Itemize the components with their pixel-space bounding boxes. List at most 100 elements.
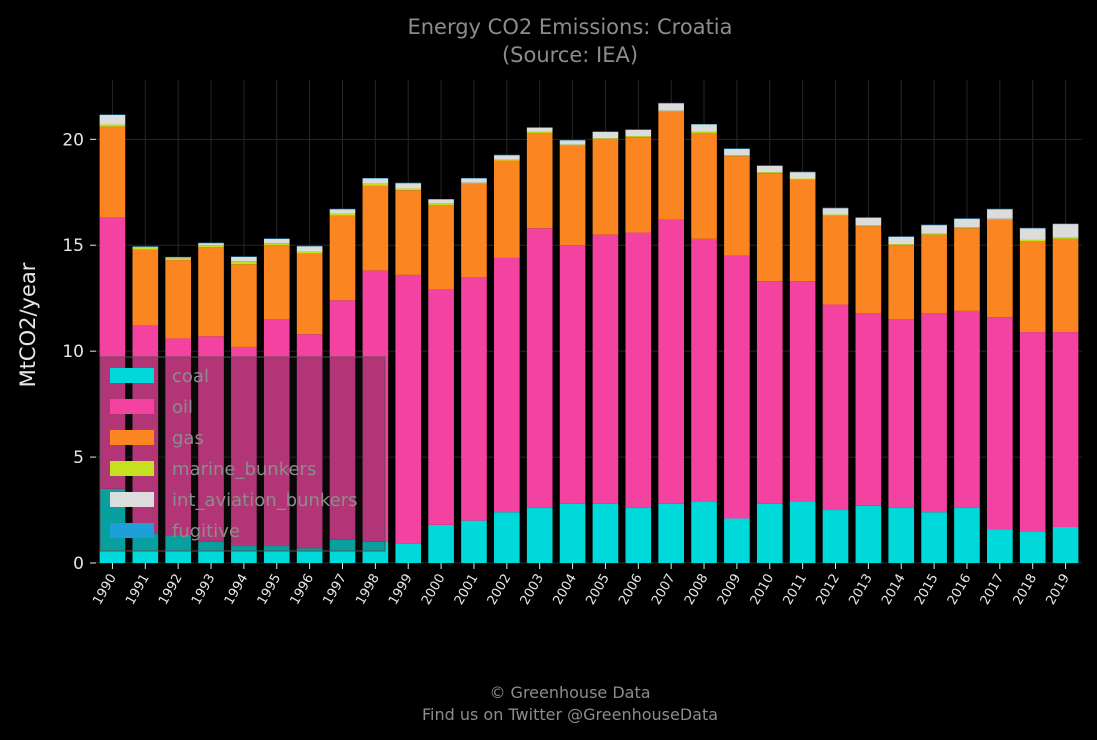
chart-subtitle: (Source: IEA) <box>502 43 638 67</box>
bar-marine_bunkers <box>231 261 257 265</box>
bar-gas <box>329 215 356 301</box>
bar-int_aviation_bunkers <box>1019 228 1046 240</box>
bar-oil <box>822 304 849 511</box>
legend-swatch-gas <box>110 430 154 445</box>
legend-swatch-marine_bunkers <box>110 461 154 476</box>
bar-oil <box>625 232 652 508</box>
bar-gas <box>855 226 882 314</box>
x-tick-label: 1993 <box>189 572 219 608</box>
bar-oil <box>362 270 389 542</box>
x-tick-label: 2000 <box>419 572 449 608</box>
bar-gas <box>625 137 652 233</box>
legend-swatch-oil <box>110 399 154 414</box>
legend-swatch-coal <box>110 368 154 383</box>
bar-gas <box>1019 241 1046 333</box>
bar-int_aviation_bunkers <box>99 114 126 125</box>
bar-oil <box>526 228 553 508</box>
bar-int_aviation_bunkers <box>165 257 191 259</box>
bar-coal <box>494 512 520 563</box>
legend-label-int_aviation_bunkers: int_aviation_bunkers <box>172 490 358 511</box>
bar-marine_bunkers <box>526 131 553 133</box>
bar-marine_bunkers <box>954 227 980 229</box>
bar-marine_bunkers <box>395 188 422 191</box>
bar-coal <box>592 503 619 563</box>
x-tick-label: 1996 <box>288 572 318 608</box>
bar-oil <box>395 274 422 544</box>
bar-gas <box>494 160 520 258</box>
bar-gas <box>428 204 454 290</box>
x-tick-label: 2004 <box>550 572 580 608</box>
bar-coal <box>822 510 849 563</box>
bar-marine_bunkers <box>822 214 849 216</box>
legend-label-fugitive: fugitive <box>172 521 240 542</box>
bar-int_aviation_bunkers <box>263 238 290 244</box>
bar-int_aviation_bunkers <box>231 256 257 262</box>
bar-oil <box>165 338 191 536</box>
bar-oil <box>1052 332 1079 527</box>
bar-gas <box>822 215 849 305</box>
bar-oil <box>954 310 980 508</box>
legend-swatch-int_aviation_bunkers <box>110 492 154 507</box>
legend-box <box>99 356 386 552</box>
legend-label-coal: coal <box>172 366 209 387</box>
bar-oil <box>296 334 323 549</box>
x-tick-label: 2008 <box>682 572 712 608</box>
legend-label-oil: oil <box>172 397 193 418</box>
bar-oil <box>198 336 224 542</box>
bar-gas <box>296 253 323 335</box>
legend-label-marine_bunkers: marine_bunkers <box>172 459 316 480</box>
x-tick-label: 1992 <box>156 572 186 608</box>
bar-marine_bunkers <box>1052 237 1079 239</box>
bar-coal <box>888 507 915 563</box>
bar-coal <box>296 548 323 563</box>
bar-gas <box>362 185 389 271</box>
bar-gas <box>658 111 684 220</box>
bar-oil <box>461 277 487 521</box>
bar-int_aviation_bunkers <box>789 172 816 179</box>
bar-oil <box>987 317 1013 530</box>
bar-marine_bunkers <box>296 251 323 254</box>
bar-coal <box>691 501 717 563</box>
legend-label-gas: gas <box>172 428 204 449</box>
bar-marine_bunkers <box>658 110 684 112</box>
x-tick-label: 1999 <box>386 572 416 608</box>
x-tick-label: 2011 <box>781 572 811 608</box>
x-tick-label: 1994 <box>222 572 252 608</box>
bar-coal <box>165 535 191 563</box>
bar-marine_bunkers <box>362 183 389 186</box>
bar-oil <box>921 313 947 513</box>
bar-oil <box>592 234 619 504</box>
chart-title: Energy CO2 Emissions: Croatia <box>407 15 732 39</box>
bar-oil <box>756 281 783 504</box>
bar-gas <box>165 260 191 339</box>
bar-int_aviation_bunkers <box>954 218 980 228</box>
bar-coal <box>724 518 750 563</box>
bar-int_aviation_bunkers <box>691 124 717 132</box>
bar-marine_bunkers <box>99 124 126 127</box>
bar-coal <box>789 501 816 563</box>
bar-marine_bunkers <box>132 247 159 250</box>
bar-int_aviation_bunkers <box>756 165 783 173</box>
bar-marine_bunkers <box>592 138 619 140</box>
bar-oil <box>329 300 356 540</box>
bar-marine_bunkers <box>428 203 454 205</box>
bar-marine_bunkers <box>494 159 520 161</box>
x-tick-label: 2010 <box>748 572 778 608</box>
bar-int_aviation_bunkers <box>428 199 454 204</box>
bar-coal <box>921 512 947 563</box>
bar-coal <box>987 529 1013 563</box>
bar-marine_bunkers <box>691 131 717 133</box>
bar-marine_bunkers <box>888 244 915 246</box>
bar-int_aviation_bunkers <box>494 155 520 160</box>
bar-gas <box>526 132 553 229</box>
bars <box>99 102 1079 563</box>
bar-marine_bunkers <box>461 182 487 184</box>
bar-int_aviation_bunkers <box>592 131 619 139</box>
bar-coal <box>263 546 290 563</box>
credit-line-2: Find us on Twitter @GreenhouseData <box>422 705 718 724</box>
bar-gas <box>987 219 1013 318</box>
bar-coal <box>658 503 684 563</box>
bar-oil <box>789 281 816 502</box>
bar-gas <box>395 190 422 275</box>
bar-int_aviation_bunkers <box>296 246 323 252</box>
